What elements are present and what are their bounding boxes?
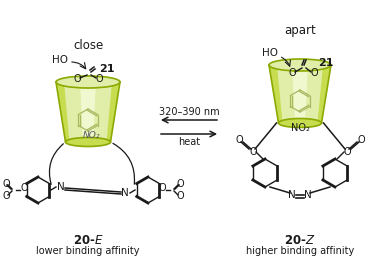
Text: O: O bbox=[249, 147, 257, 157]
Text: O: O bbox=[2, 191, 10, 201]
Text: O: O bbox=[176, 191, 184, 201]
Text: O: O bbox=[158, 183, 166, 193]
Text: N: N bbox=[57, 182, 65, 192]
Polygon shape bbox=[292, 65, 308, 123]
Ellipse shape bbox=[56, 76, 120, 88]
Text: O: O bbox=[2, 179, 10, 189]
Text: N: N bbox=[121, 188, 129, 198]
Text: N: N bbox=[288, 190, 296, 200]
Polygon shape bbox=[64, 82, 112, 142]
Text: apart: apart bbox=[284, 23, 316, 36]
Text: higher binding affinity: higher binding affinity bbox=[246, 246, 354, 256]
Text: N: N bbox=[304, 190, 312, 200]
Text: NO₂: NO₂ bbox=[291, 123, 310, 133]
Ellipse shape bbox=[269, 59, 331, 71]
Text: close: close bbox=[73, 38, 103, 51]
Text: 20-$Z$: 20-$Z$ bbox=[284, 233, 316, 246]
Text: O: O bbox=[310, 68, 318, 78]
Text: O: O bbox=[95, 74, 103, 84]
Text: lower binding affinity: lower binding affinity bbox=[36, 246, 140, 256]
Text: O: O bbox=[20, 183, 28, 193]
Text: O: O bbox=[357, 135, 365, 145]
Ellipse shape bbox=[279, 119, 322, 127]
Text: HO: HO bbox=[52, 55, 68, 65]
Text: HO: HO bbox=[262, 48, 278, 58]
Polygon shape bbox=[277, 65, 323, 123]
Text: 20-$E$: 20-$E$ bbox=[73, 233, 103, 246]
Text: O: O bbox=[176, 179, 184, 189]
Text: 21: 21 bbox=[318, 58, 333, 68]
Text: O: O bbox=[235, 135, 243, 145]
Text: 21: 21 bbox=[99, 64, 115, 74]
Ellipse shape bbox=[65, 138, 110, 146]
Polygon shape bbox=[269, 65, 331, 123]
Polygon shape bbox=[80, 82, 96, 142]
Text: heat: heat bbox=[178, 137, 200, 147]
Text: O: O bbox=[288, 68, 296, 78]
Text: O: O bbox=[73, 74, 81, 84]
Text: NO₂: NO₂ bbox=[82, 132, 100, 140]
Text: O: O bbox=[343, 147, 351, 157]
Polygon shape bbox=[56, 82, 120, 142]
Text: 320–390 nm: 320–390 nm bbox=[159, 107, 219, 117]
